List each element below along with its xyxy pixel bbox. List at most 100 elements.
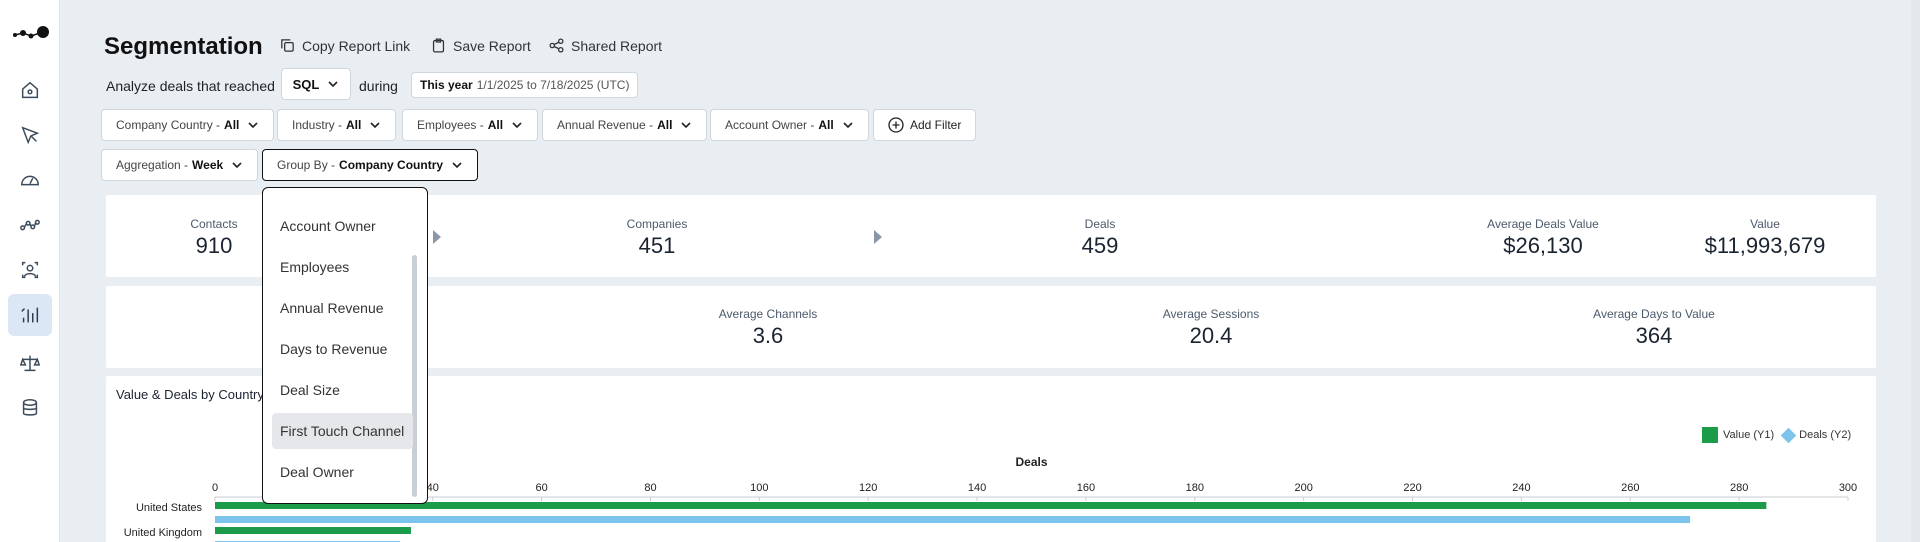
- chart-legend: Value (Y1) Deals (Y2): [1702, 427, 1851, 443]
- dropdown-option-deal-owner[interactable]: Deal Owner: [280, 464, 354, 480]
- metric-label: Average Days to Value: [1593, 307, 1715, 321]
- filter-company-country[interactable]: Company Country - All: [101, 109, 275, 141]
- chart-title: Value & Deals by Country: [116, 387, 264, 402]
- metric-average-days-to-value: Average Days to Value 364: [1593, 307, 1715, 349]
- filter-industry[interactable]: Industry - All: [277, 109, 397, 141]
- metric-value: 451: [638, 233, 676, 258]
- user-target-icon: [21, 261, 39, 279]
- x-tick-label: 300: [1839, 482, 1857, 494]
- chevron-down-icon: [328, 81, 338, 88]
- metric-contacts: Contacts 910: [190, 217, 237, 259]
- aggregation-value: Week: [192, 158, 224, 172]
- group-by-dropdown: Account Owner Employees Annual Revenue Days…: [262, 187, 428, 504]
- chevron-down-icon: [512, 122, 522, 129]
- analyze-prefix: Analyze deals that reached: [106, 78, 275, 94]
- nav-journeys[interactable]: [8, 204, 52, 246]
- x-tick-label: 240: [1512, 482, 1530, 494]
- metric-label: Deals: [1084, 217, 1116, 231]
- stage-select[interactable]: SQL: [281, 68, 351, 100]
- aggregation-label: Aggregation -: [116, 158, 189, 172]
- sidebar: [0, 0, 60, 542]
- x-tick-label: 120: [859, 482, 877, 494]
- filter-employees[interactable]: Employees - All: [402, 109, 539, 141]
- copy-icon: [281, 39, 294, 52]
- x-tick-label: 140: [968, 482, 986, 494]
- filter-label: Industry -: [292, 118, 343, 132]
- filter-value: All: [224, 118, 240, 132]
- nav-home[interactable]: [8, 69, 52, 111]
- date-range-select[interactable]: This year 1/1/2025 to 7/18/2025 (UTC): [411, 72, 639, 98]
- during-label: during: [359, 78, 398, 94]
- bar-value: [215, 502, 1767, 509]
- clipboard-icon: [432, 38, 445, 53]
- x-tick-label: 40: [427, 482, 439, 494]
- x-tick-label: 260: [1621, 482, 1639, 494]
- metric-label: Average Channels: [718, 307, 818, 321]
- metric-companies: Companies 451: [627, 217, 688, 259]
- add-filter-button[interactable]: Add Filter: [873, 109, 977, 141]
- x-tick-label: 180: [1186, 482, 1204, 494]
- nav-cursor[interactable]: [8, 114, 52, 156]
- shared-report-label: Shared Report: [571, 37, 663, 54]
- bar-chart-icon: [21, 307, 39, 323]
- chevron-down-icon: [843, 122, 853, 129]
- dropdown-option-employees[interactable]: Employees: [280, 259, 350, 275]
- nav-audience[interactable]: [8, 249, 52, 291]
- period-range: 1/1/2025 to 7/18/2025 (UTC): [476, 78, 630, 92]
- chevron-down-icon: [681, 122, 691, 129]
- chevron-down-icon: [232, 162, 242, 169]
- metric-average-sessions: Average Sessions 20.4: [1163, 307, 1260, 349]
- dropdown-option-annual-revenue[interactable]: Annual Revenue: [280, 300, 384, 316]
- x-tick-label: 220: [1403, 482, 1421, 494]
- metric-value: 910: [195, 233, 233, 258]
- x-tick-label: 100: [750, 482, 768, 494]
- copy-report-link-button[interactable]: Copy Report Link: [279, 37, 410, 54]
- category-label: United States: [136, 502, 203, 514]
- metric-label: Contacts: [190, 217, 238, 231]
- dropdown-option-first-touch-channel[interactable]: First Touch Channel: [272, 413, 413, 449]
- period-name: This year: [420, 78, 473, 92]
- group-by-label: Group By -: [277, 158, 336, 172]
- filter-value: All: [818, 118, 834, 132]
- filter-label: Company Country -: [116, 118, 221, 132]
- x-tick-label: 60: [535, 482, 547, 494]
- database-icon: [22, 399, 38, 416]
- metric-value: 20.4: [1189, 323, 1233, 348]
- filter-value: All: [487, 118, 504, 132]
- funnel-arrow-icon: [874, 230, 882, 244]
- nav-data[interactable]: [8, 387, 52, 429]
- legend-label-value: Value (Y1): [1723, 429, 1775, 441]
- metric-value: $26,130: [1503, 233, 1583, 258]
- chevron-down-icon: [452, 162, 462, 169]
- dropdown-scrollbar[interactable]: [412, 255, 417, 497]
- save-report-label: Save Report: [453, 37, 531, 54]
- chevron-down-icon: [248, 122, 258, 129]
- nav-segmentation[interactable]: [8, 294, 52, 336]
- group-by-select[interactable]: Group By - Company Country: [262, 149, 479, 181]
- aggregation-select[interactable]: Aggregation - Week: [101, 149, 259, 181]
- dropdown-option-account-owner[interactable]: Account Owner: [280, 218, 376, 234]
- filter-value: All: [657, 118, 673, 132]
- metric-label: Average Sessions: [1162, 307, 1260, 321]
- category-label: United Kingdom: [124, 527, 202, 539]
- copy-report-link-label: Copy Report Link: [302, 37, 411, 54]
- filter-label: Account Owner -: [725, 118, 815, 132]
- page-scrollbar[interactable]: [1911, 0, 1920, 542]
- page-title: Segmentation: [104, 33, 263, 60]
- x-tick-label: 80: [644, 482, 656, 494]
- filter-account-owner[interactable]: Account Owner - All: [710, 109, 869, 141]
- x-axis-label: Deals: [1015, 455, 1047, 469]
- dropdown-option-deal-size[interactable]: Deal Size: [280, 382, 340, 398]
- nav-dashboard[interactable]: [8, 159, 52, 201]
- shared-report-button[interactable]: Shared Report: [548, 37, 662, 54]
- dropdown-option-days-to-revenue[interactable]: Days to Revenue: [280, 341, 388, 357]
- metric-deals: Deals 459: [1082, 217, 1119, 259]
- metric-average-channels: Average Channels 3.6: [719, 307, 818, 349]
- filter-annual-revenue[interactable]: Annual Revenue - All: [542, 109, 708, 141]
- save-report-button[interactable]: Save Report: [430, 37, 531, 54]
- path-icon: [20, 219, 40, 231]
- nav-compare[interactable]: [8, 342, 52, 384]
- metric-label: Companies: [626, 217, 688, 231]
- metric-value: 459: [1081, 233, 1119, 258]
